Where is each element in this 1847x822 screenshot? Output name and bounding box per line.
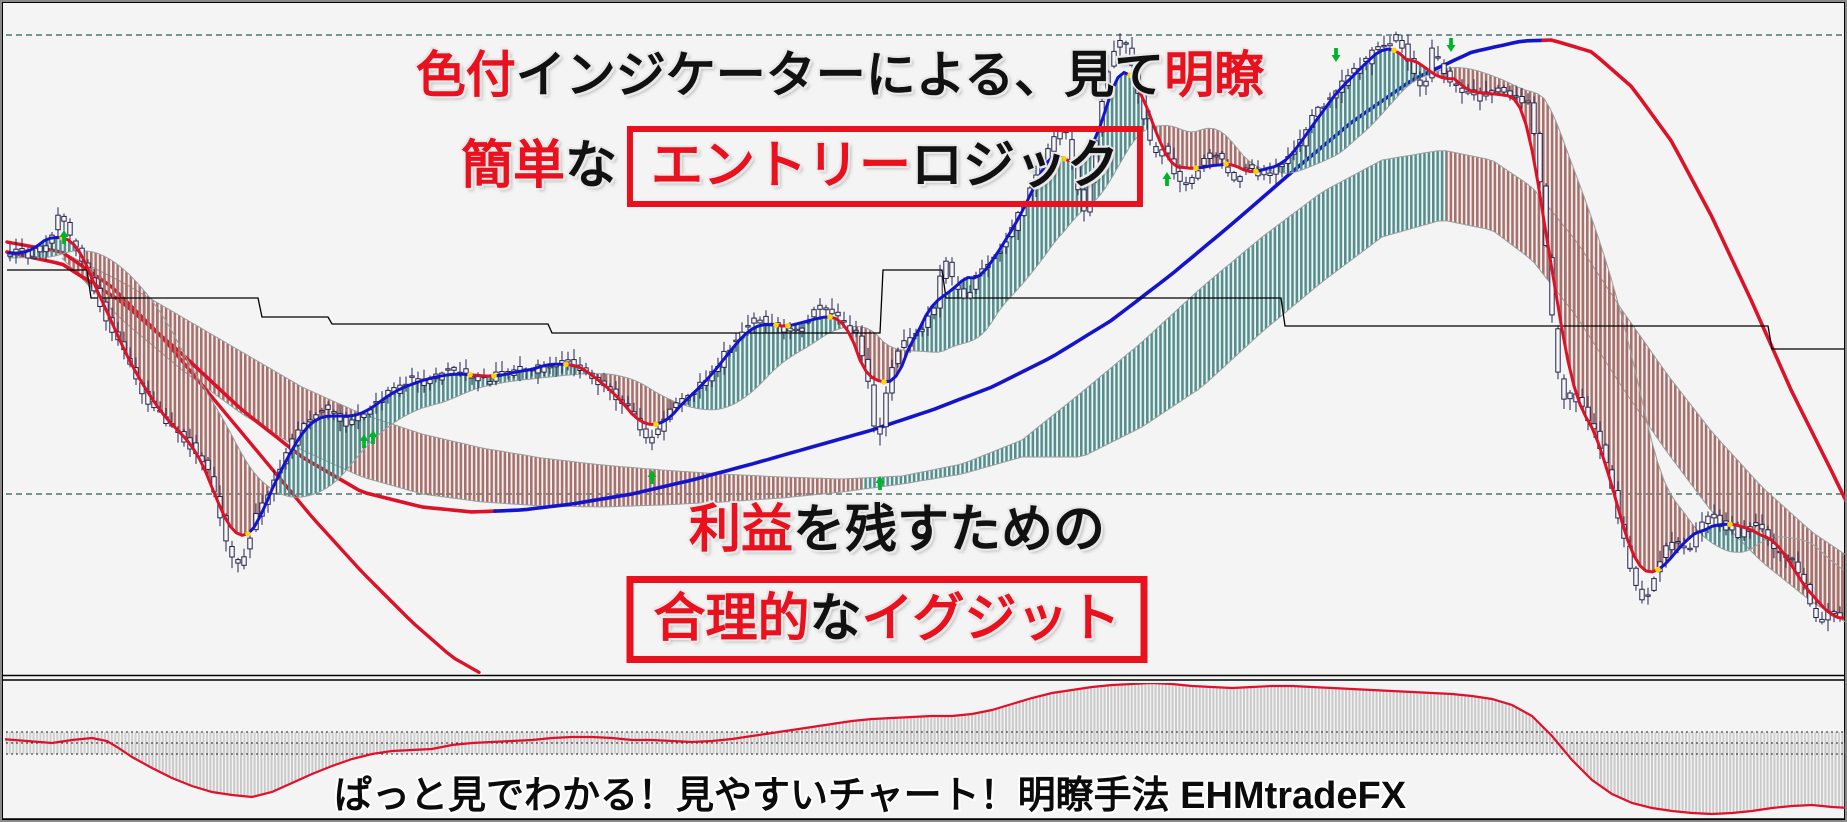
headline-entry: 簡単な エントリーロジック	[461, 126, 1144, 208]
entry-logic-box: エントリーロジック	[627, 126, 1144, 208]
text-segment: な	[564, 137, 617, 195]
headline-top: 色付インジケーターによる、見て明瞭	[416, 46, 1265, 105]
text-segment: 明瞭	[1164, 47, 1265, 103]
headline-entry-prefix: 簡単な	[461, 136, 617, 197]
exit-box-label: 合理的なイグジット	[626, 576, 1148, 664]
text-segment: 簡単	[460, 137, 565, 195]
text-segment: 合理的	[653, 590, 810, 648]
headline-profit: 利益を残すための	[689, 500, 1105, 561]
text-segment: イグジット	[861, 590, 1121, 648]
text-segment: を残すための	[793, 501, 1106, 559]
footer-caption: ぱっと見でわかる！見やすいチャート！明瞭手法 EHMtradeFX	[333, 775, 1407, 817]
text-segment: ロジック	[911, 137, 1120, 195]
text-segment: 色付	[415, 47, 516, 103]
text-segment: 利益	[688, 501, 793, 559]
exit-headline: 合理的なイグジット	[626, 576, 1148, 664]
text-segment: インジケーターによる、見て	[515, 47, 1165, 103]
text-segment: エントリー	[651, 137, 912, 195]
text-segment: な	[809, 590, 862, 648]
